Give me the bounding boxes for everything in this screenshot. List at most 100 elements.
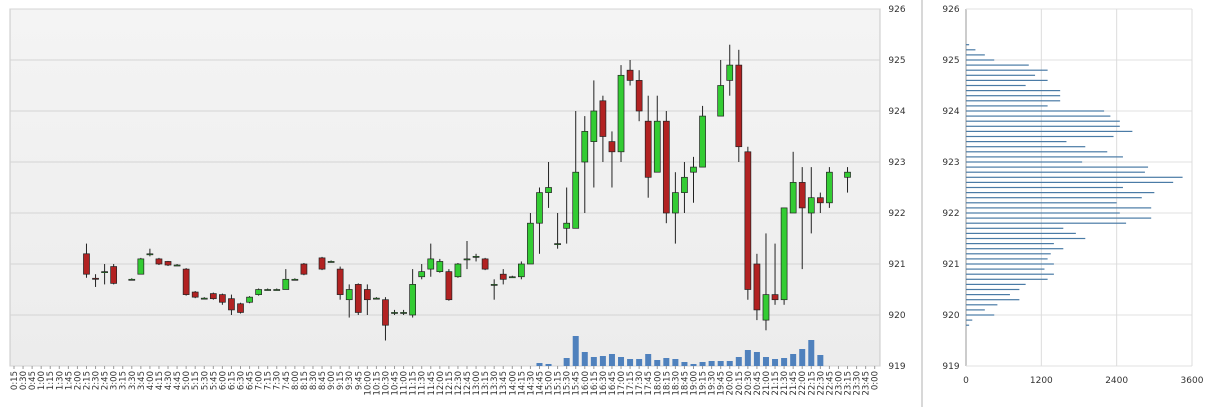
y-tick-label: 919	[888, 362, 905, 372]
x-tick-label: 17:45	[644, 371, 654, 396]
candle-body	[563, 222, 571, 229]
volume-bar	[663, 358, 670, 366]
y-tick-label: 920	[888, 311, 905, 321]
x-tick-label: 1:45	[64, 371, 74, 390]
candle-body	[445, 271, 453, 301]
volume-bar	[608, 354, 615, 366]
candle-body	[681, 176, 688, 193]
x-tick-label: 6:30	[237, 371, 247, 390]
volume-bar	[627, 359, 634, 366]
candle-body	[554, 243, 561, 245]
candle-body	[762, 294, 770, 321]
profile-bar	[966, 268, 1045, 270]
candle-body	[110, 266, 118, 284]
candle-body	[318, 257, 326, 270]
candle-body	[717, 85, 725, 117]
candle-body	[826, 171, 833, 204]
x-tick-label: 13:30	[490, 371, 500, 396]
candle-body	[164, 261, 172, 266]
candle-body	[753, 263, 761, 311]
x-tick-label: 20:00	[726, 371, 736, 396]
profile-bar	[966, 110, 1105, 112]
y-tick-label: 921	[942, 260, 959, 270]
x-tick-label: 3:00	[110, 371, 120, 390]
candle-body	[536, 192, 543, 224]
x-tick-label: 22:30	[816, 371, 826, 396]
candle-body	[246, 296, 253, 303]
candle-body	[690, 166, 697, 173]
candle-body	[463, 258, 471, 261]
volume-bar	[690, 364, 697, 366]
x-tick-label: 19:00	[690, 371, 700, 396]
y-tick-label: 925	[888, 56, 905, 66]
x-tick-label: 4:15	[155, 371, 165, 390]
x-tick-label: 9:00	[327, 371, 337, 390]
candle-body	[472, 256, 480, 258]
candle-body	[282, 278, 290, 290]
profile-bar	[966, 161, 1083, 163]
x-tick-label: 12:30	[454, 371, 464, 396]
candle-body	[545, 187, 552, 193]
profile-bar	[966, 324, 970, 326]
x-tick-label: 4:45	[173, 371, 183, 390]
x-tick-label: 2:15	[82, 371, 92, 390]
x-tick-label: 18:30	[671, 371, 681, 396]
y-tick-label: 925	[942, 56, 959, 66]
x-tick-label: 3600	[1181, 376, 1204, 386]
x-tick-label: 6:15	[227, 371, 237, 390]
candle-body	[436, 261, 444, 273]
x-tick-label: 0:30	[19, 371, 29, 390]
candle-body	[499, 273, 507, 280]
candle-body	[209, 293, 217, 300]
x-tick-label: 16:30	[599, 371, 609, 396]
volume-bar	[790, 354, 797, 366]
volume-bar	[645, 354, 652, 366]
profile-bar	[966, 49, 976, 51]
profile-bar	[966, 243, 1054, 245]
profile-bar	[966, 186, 1123, 189]
candle-body	[599, 100, 607, 137]
x-tick-label: 7:45	[282, 371, 292, 390]
x-tick-label: 15:15	[554, 371, 564, 396]
volume-bar	[545, 364, 552, 366]
candle-body	[771, 294, 779, 301]
volume-bar	[772, 359, 779, 366]
x-tick-label: 5:00	[182, 371, 192, 390]
x-tick-label: 13:45	[499, 371, 509, 396]
candle-body	[590, 110, 598, 142]
x-tick-label: 0	[963, 376, 969, 386]
x-tick-label: 2:45	[101, 371, 111, 390]
profile-bar	[966, 197, 1142, 199]
profile-bar	[966, 74, 1036, 76]
x-tick-label: 8:30	[309, 371, 319, 390]
candle-body	[418, 271, 426, 278]
x-tick-label: 1:00	[37, 371, 47, 390]
x-tick-label: 23:00	[834, 371, 844, 396]
y-tick-label: 924	[888, 107, 905, 117]
x-tick-label: 16:15	[590, 371, 600, 396]
candle-body	[255, 289, 262, 295]
x-tick-label: 20:30	[744, 371, 754, 396]
x-tick-label: 21:00	[762, 371, 772, 396]
x-tick-label: 17:15	[626, 371, 636, 396]
candle-body	[807, 197, 815, 214]
y-tick-label: 920	[942, 311, 959, 321]
candle-body	[635, 80, 643, 112]
x-tick-label: 0:45	[28, 371, 38, 390]
candle-body	[137, 258, 145, 275]
volume-bar	[735, 357, 742, 366]
x-tick-label: 22:15	[807, 371, 817, 396]
candle-body	[128, 278, 136, 281]
candle-body	[789, 182, 797, 214]
volume-bar	[618, 357, 625, 366]
candle-body	[744, 151, 752, 290]
volume-bar	[799, 349, 806, 366]
x-tick-label: 11:15	[409, 371, 419, 396]
candle-body	[264, 289, 272, 291]
y-tick-label: 926	[888, 5, 905, 15]
profile-bar	[966, 176, 1183, 178]
x-tick-label: 19:30	[708, 371, 718, 396]
x-tick-label: 2400	[1105, 376, 1128, 386]
profile-bar	[966, 192, 1155, 194]
x-tick-label: 1:30	[55, 371, 65, 390]
